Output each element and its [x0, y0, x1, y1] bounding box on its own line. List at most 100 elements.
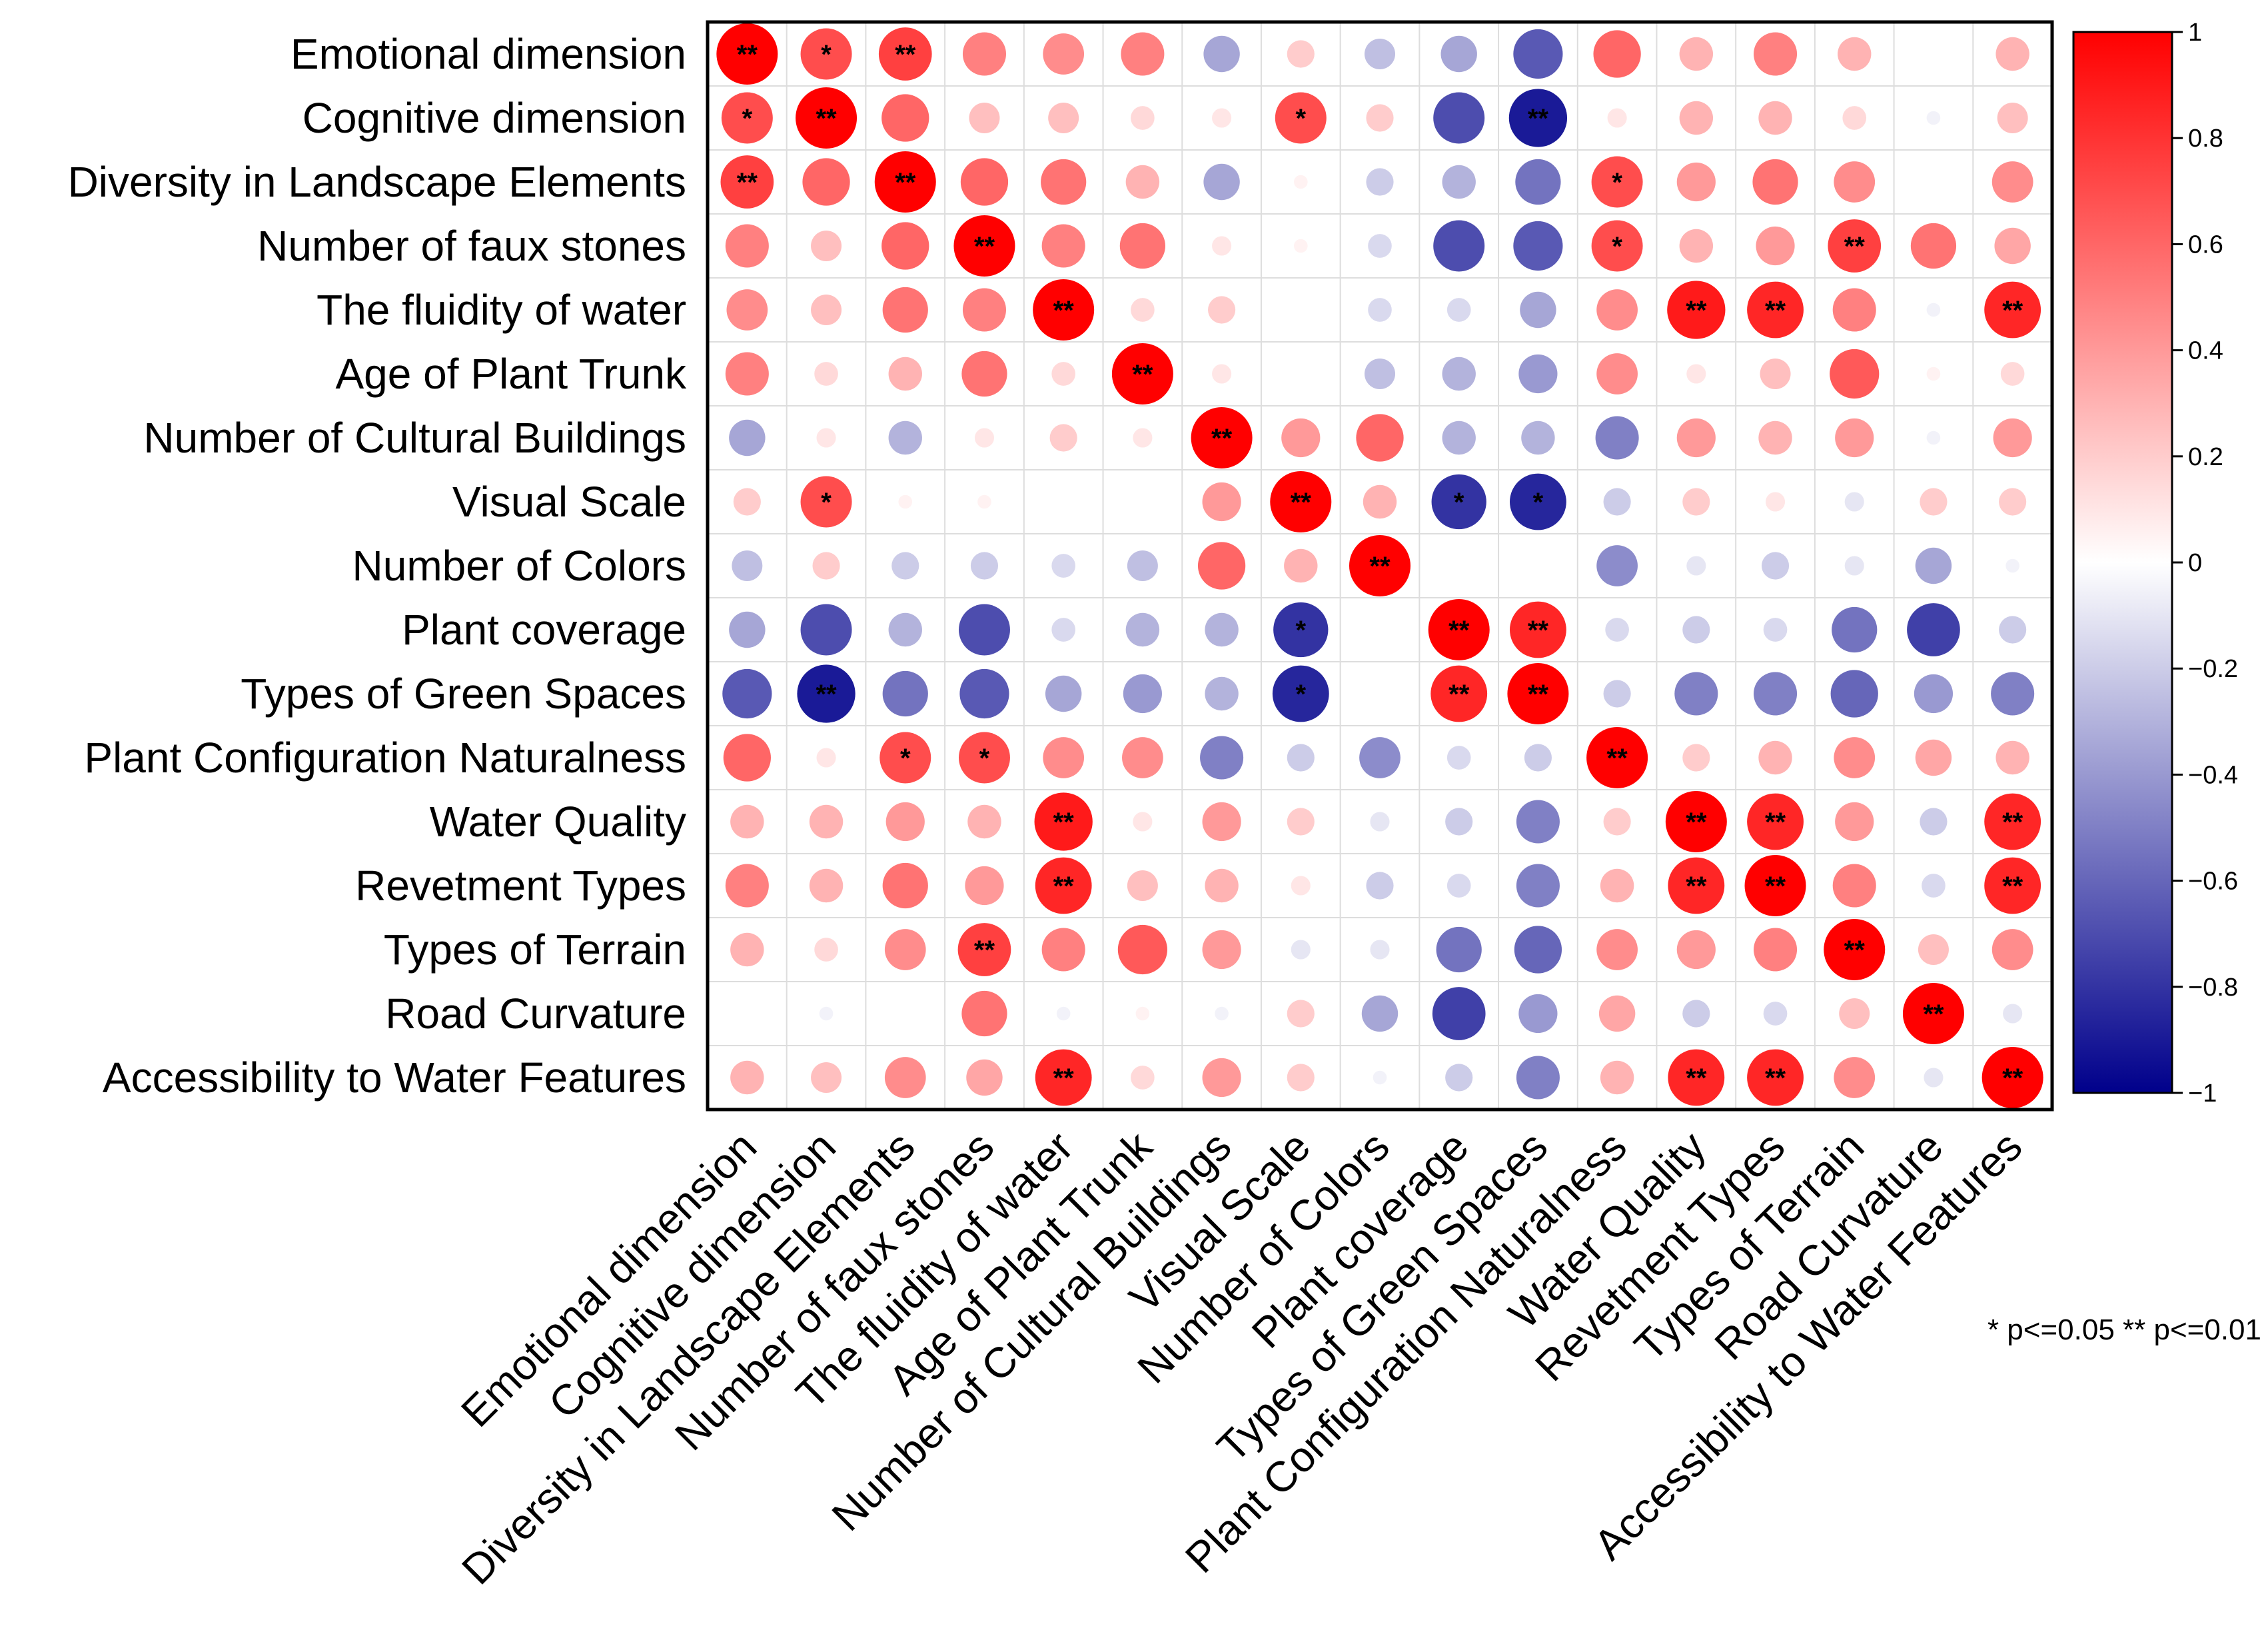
correlation-circle[interactable] [1676, 930, 1716, 970]
correlation-circle[interactable] [1041, 224, 1085, 268]
correlation-circle[interactable] [1834, 1057, 1876, 1098]
correlation-circle[interactable] [1924, 1068, 1944, 1088]
correlation-circle[interactable] [1516, 1056, 1560, 1100]
correlation-circle[interactable] [1832, 606, 1878, 653]
correlation-circle[interactable] [1513, 29, 1563, 79]
correlation-circle[interactable] [965, 866, 1004, 906]
correlation-circle[interactable] [1758, 420, 1792, 455]
correlation-circle[interactable] [1356, 414, 1404, 462]
correlation-circle[interactable] [1603, 680, 1631, 708]
correlation-circle[interactable] [1041, 928, 1085, 972]
correlation-circle[interactable] [1049, 424, 1077, 452]
correlation-circle[interactable] [1349, 535, 1411, 596]
correlation-circle[interactable] [1586, 727, 1648, 788]
correlation-circle[interactable] [1446, 298, 1471, 322]
correlation-circle[interactable] [1507, 663, 1569, 724]
correlation-circle[interactable] [1508, 89, 1568, 147]
correlation-circle[interactable] [1830, 349, 1880, 399]
correlation-circle[interactable] [958, 604, 1010, 656]
correlation-circle[interactable] [1436, 926, 1482, 973]
correlation-circle[interactable] [1202, 930, 1241, 970]
correlation-circle[interactable] [1127, 550, 1158, 581]
correlation-circle[interactable] [1679, 37, 1714, 71]
correlation-circle[interactable] [1200, 736, 1244, 780]
correlation-circle[interactable] [967, 804, 1001, 839]
correlation-circle[interactable] [1033, 279, 1095, 341]
correlation-circle[interactable] [1520, 291, 1556, 329]
correlation-circle[interactable] [809, 804, 844, 839]
correlation-circle[interactable] [1446, 746, 1471, 770]
correlation-circle[interactable] [725, 224, 769, 268]
correlation-circle[interactable] [811, 1062, 842, 1093]
correlation-circle[interactable] [1920, 488, 1948, 516]
correlation-circle[interactable] [800, 604, 852, 656]
correlation-circle[interactable] [1121, 32, 1165, 76]
correlation-circle[interactable] [1041, 159, 1087, 205]
correlation-circle[interactable] [1359, 737, 1401, 778]
correlation-circle[interactable] [1135, 1006, 1150, 1021]
correlation-circle[interactable] [1363, 484, 1397, 519]
correlation-circle[interactable] [1668, 857, 1725, 914]
correlation-circle[interactable] [1902, 983, 1964, 1044]
correlation-circle[interactable] [1510, 473, 1566, 530]
correlation-circle[interactable] [1430, 665, 1488, 722]
correlation-circle[interactable] [1294, 175, 1308, 189]
correlation-circle[interactable] [1824, 919, 1886, 980]
correlation-circle[interactable] [1365, 359, 1395, 389]
correlation-circle[interactable] [797, 664, 855, 723]
correlation-circle[interactable] [1915, 547, 1952, 584]
correlation-circle[interactable] [730, 1060, 764, 1095]
correlation-circle[interactable] [1510, 601, 1566, 658]
correlation-circle[interactable] [1763, 1002, 1788, 1026]
correlation-circle[interactable] [1191, 407, 1253, 468]
correlation-circle[interactable] [1515, 159, 1561, 205]
correlation-circle[interactable] [1926, 303, 1941, 317]
correlation-circle[interactable] [726, 289, 768, 331]
correlation-circle[interactable] [1131, 298, 1155, 322]
correlation-circle[interactable] [1765, 492, 1786, 512]
correlation-circle[interactable] [729, 419, 766, 456]
correlation-circle[interactable] [1984, 857, 2041, 914]
correlation-circle[interactable] [1051, 618, 1075, 642]
correlation-circle[interactable] [881, 94, 929, 142]
correlation-circle[interactable] [1433, 92, 1485, 144]
correlation-circle[interactable] [1744, 855, 1806, 916]
correlation-circle[interactable] [1117, 924, 1167, 975]
correlation-circle[interactable] [1275, 92, 1327, 144]
correlation-circle[interactable] [1516, 800, 1560, 844]
correlation-circle[interactable] [878, 27, 932, 81]
correlation-circle[interactable] [1603, 488, 1631, 516]
correlation-circle[interactable] [729, 611, 766, 648]
correlation-circle[interactable] [1607, 108, 1627, 128]
correlation-circle[interactable] [1999, 616, 2027, 644]
correlation-circle[interactable] [1600, 868, 1634, 903]
correlation-circle[interactable] [1984, 793, 2041, 850]
correlation-circle[interactable] [725, 864, 769, 908]
correlation-circle[interactable] [1440, 35, 1477, 73]
correlation-circle[interactable] [1591, 156, 1643, 208]
correlation-circle[interactable] [888, 612, 922, 647]
correlation-circle[interactable] [1591, 220, 1643, 272]
correlation-circle[interactable] [1442, 420, 1476, 455]
correlation-circle[interactable] [1125, 612, 1160, 647]
correlation-circle[interactable] [1035, 1049, 1092, 1106]
correlation-circle[interactable] [1273, 602, 1329, 658]
correlation-circle[interactable] [977, 494, 991, 509]
correlation-circle[interactable] [1832, 288, 1876, 332]
correlation-circle[interactable] [1760, 359, 1791, 389]
correlation-circle[interactable] [1668, 1049, 1725, 1106]
correlation-circle[interactable] [1828, 219, 1882, 273]
correlation-circle[interactable] [1287, 808, 1315, 836]
correlation-circle[interactable] [1596, 353, 1638, 395]
correlation-circle[interactable] [1753, 928, 1798, 972]
correlation-circle[interactable] [1747, 1049, 1804, 1106]
correlation-circle[interactable] [1287, 1000, 1315, 1028]
correlation-circle[interactable] [1212, 364, 1232, 384]
correlation-circle[interactable] [1521, 420, 1555, 455]
correlation-circle[interactable] [881, 222, 929, 270]
correlation-circle[interactable] [1922, 874, 1946, 898]
correlation-circle[interactable] [1763, 618, 1788, 642]
correlation-circle[interactable] [874, 151, 936, 213]
correlation-circle[interactable] [1686, 364, 1706, 384]
correlation-circle[interactable] [1756, 226, 1795, 266]
